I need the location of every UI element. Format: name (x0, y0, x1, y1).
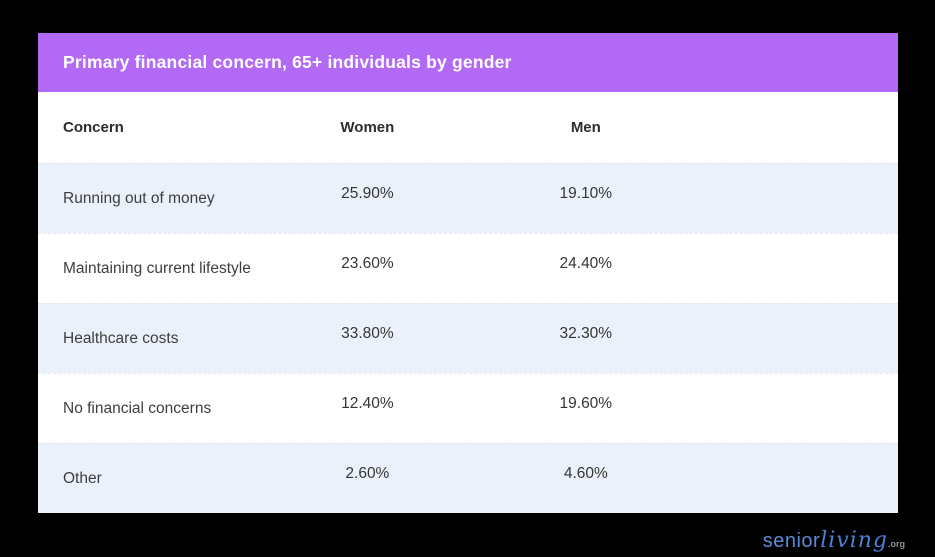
men-value: 32.30% (559, 324, 613, 342)
women-value: 33.80% (341, 324, 394, 342)
logo-text-org: .org (888, 539, 905, 549)
women-value: 12.40% (341, 394, 394, 412)
logo-text-senior: senior (762, 530, 821, 552)
table-title: Primary financial concern, 65+ individua… (63, 52, 512, 72)
logo-text-living: living (820, 528, 888, 553)
women-value: 2.60% (345, 464, 390, 482)
table-row: Healthcare costs 33.80% 32.30% (38, 303, 898, 373)
men-value: 19.10% (559, 184, 613, 202)
table-row: Maintaining current lifestyle 23.60% 24.… (38, 233, 898, 303)
concern-label: Running out of money (63, 189, 215, 207)
men-value: 24.40% (559, 254, 613, 272)
table-row: No financial concerns 12.40% 19.60% (38, 373, 898, 443)
table-row: Other 2.60% 4.60% (38, 443, 898, 513)
table-header-row: Concern Women Men (38, 92, 898, 163)
column-header-concern: Concern (63, 119, 124, 136)
column-header-men: Men (570, 119, 601, 136)
data-table-card: Primary financial concern, 65+ individua… (38, 33, 898, 513)
men-value: 19.60% (559, 394, 613, 412)
concern-label: No financial concerns (63, 399, 212, 417)
table-row: Running out of money 25.90% 19.10% (38, 163, 898, 233)
concern-label: Maintaining current lifestyle (63, 259, 251, 277)
men-value: 4.60% (563, 464, 608, 482)
column-header-women: Women (340, 119, 395, 136)
seniorliving-logo[interactable]: seniorliving.org (763, 530, 905, 552)
women-value: 23.60% (341, 254, 394, 272)
table-title-bar: Primary financial concern, 65+ individua… (38, 33, 898, 92)
women-value: 25.90% (341, 184, 394, 202)
concern-label: Healthcare costs (63, 329, 179, 347)
concern-label: Other (63, 469, 102, 487)
